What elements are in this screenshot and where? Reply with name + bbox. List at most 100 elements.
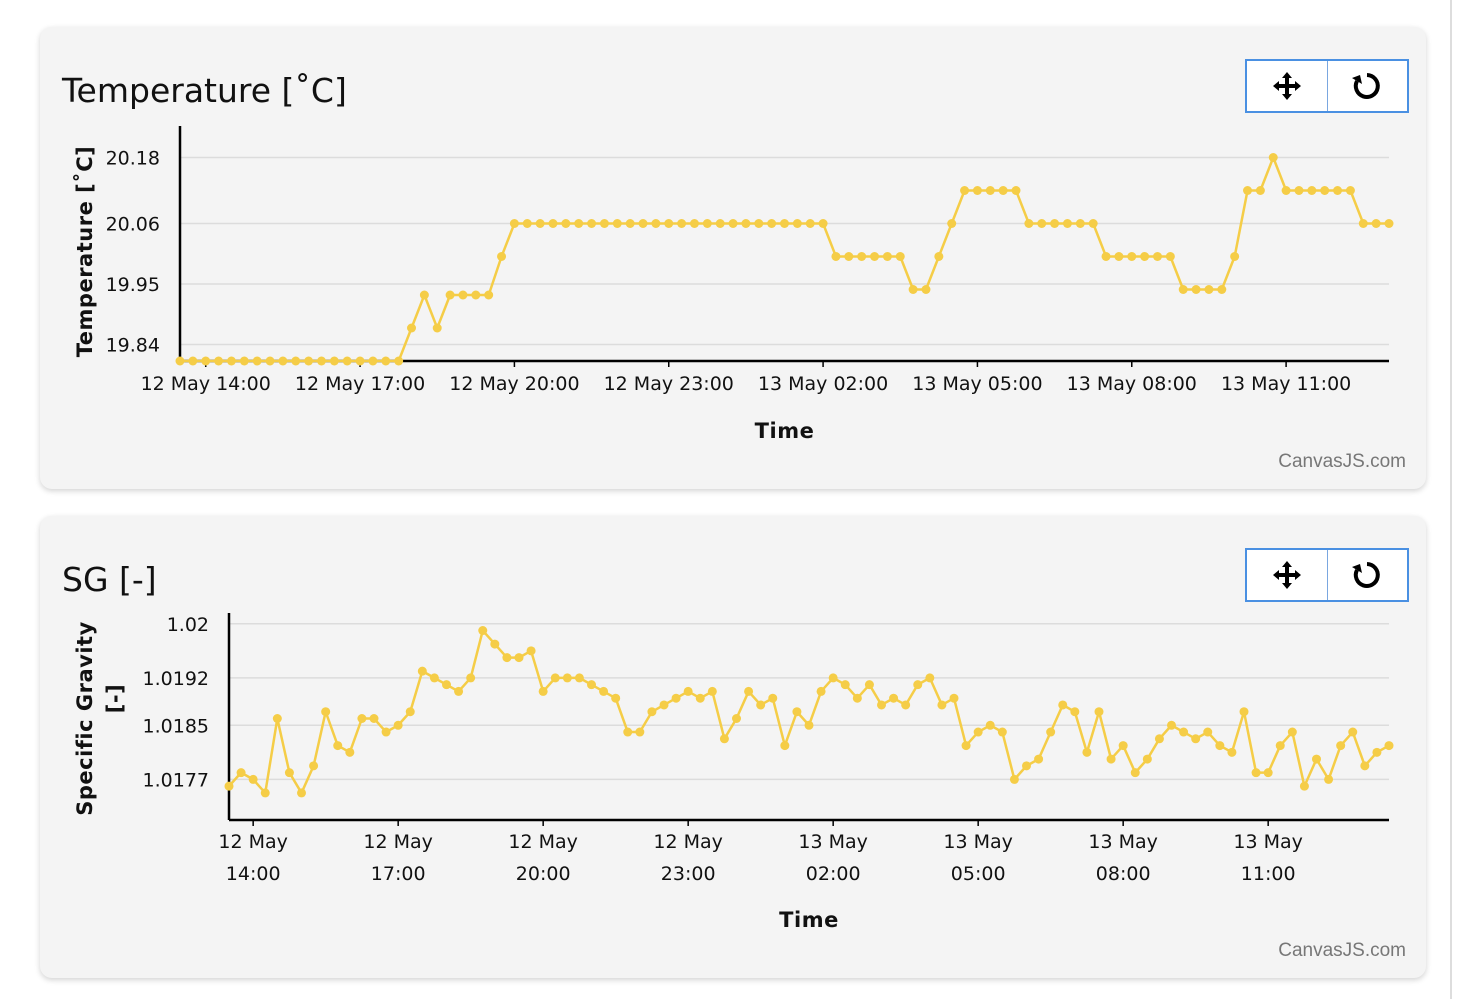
data-point xyxy=(1058,700,1068,710)
x-tick-label: 12 May 17:00 xyxy=(295,373,425,395)
data-point xyxy=(635,727,645,737)
x-tick-label: 12 May xyxy=(653,831,723,853)
data-point xyxy=(1046,727,1056,737)
data-point xyxy=(1022,761,1031,771)
data-point xyxy=(805,219,815,228)
reset-button[interactable] xyxy=(1326,550,1408,600)
data-point xyxy=(497,252,507,261)
data-point xyxy=(1358,219,1368,228)
data-point xyxy=(1106,754,1116,764)
y-tick-label: 20.18 xyxy=(106,148,160,170)
x-tick-label: 13 May 02:00 xyxy=(758,373,888,395)
data-point xyxy=(1130,768,1140,778)
data-point xyxy=(509,219,519,228)
x-axis-title: Time xyxy=(779,908,839,932)
data-point xyxy=(1011,186,1021,195)
data-point xyxy=(1299,781,1309,791)
data-point xyxy=(587,219,597,228)
data-point xyxy=(768,693,778,703)
data-point xyxy=(342,356,352,366)
data-point xyxy=(1251,768,1261,778)
data-point xyxy=(1140,252,1150,261)
data-point xyxy=(405,707,415,717)
data-point xyxy=(1348,727,1358,737)
data-point xyxy=(329,356,339,366)
data-point xyxy=(1275,741,1285,751)
data-point xyxy=(1372,747,1382,757)
data-point xyxy=(1312,754,1321,764)
data-point xyxy=(1371,219,1381,228)
pan-button[interactable] xyxy=(1247,61,1327,111)
x-axis-title: Time xyxy=(755,419,815,443)
reset-icon xyxy=(1352,562,1381,588)
data-point xyxy=(828,673,838,683)
data-point xyxy=(574,219,584,228)
x-tick-label: 20:00 xyxy=(516,863,571,885)
data-point xyxy=(471,290,481,300)
data-point xyxy=(562,673,572,683)
y-tick-label: 1.02 xyxy=(167,614,209,636)
data-point xyxy=(1082,747,1092,757)
data-point xyxy=(321,707,331,717)
x-tick-label: 13 May 08:00 xyxy=(1067,373,1197,395)
data-point xyxy=(913,680,923,690)
data-point xyxy=(429,673,439,683)
data-point xyxy=(248,774,258,784)
data-point xyxy=(1268,153,1278,162)
data-point xyxy=(816,686,826,696)
data-point xyxy=(1070,707,1080,717)
x-tick-label: 12 May 14:00 xyxy=(141,373,271,395)
data-point xyxy=(767,219,777,228)
move-icon xyxy=(1272,561,1301,589)
data-point xyxy=(548,219,558,228)
x-tick-label: 12 May 23:00 xyxy=(604,373,734,395)
data-point xyxy=(309,761,319,771)
reset-button[interactable] xyxy=(1326,61,1408,111)
data-point xyxy=(393,720,403,730)
data-point xyxy=(514,653,524,663)
x-tick-label: 12 May 20:00 xyxy=(449,373,579,395)
data-point xyxy=(1360,761,1370,771)
data-point xyxy=(419,290,429,300)
data-point xyxy=(1217,285,1227,294)
canvasjs-credit-link[interactable]: CanvasJS.com xyxy=(1278,940,1406,961)
x-tick-label: 13 May xyxy=(943,831,1013,853)
data-point xyxy=(677,219,687,228)
data-point xyxy=(1281,186,1291,195)
data-point xyxy=(432,323,442,333)
x-tick-label: 05:00 xyxy=(951,863,1006,885)
data-point xyxy=(719,734,729,744)
pan-button[interactable] xyxy=(1247,550,1327,600)
data-point xyxy=(502,653,512,663)
data-point xyxy=(921,285,931,294)
page-scrollbar[interactable] xyxy=(1450,0,1452,999)
data-point xyxy=(599,219,609,228)
data-point xyxy=(587,680,596,690)
data-point xyxy=(985,186,995,195)
data-point xyxy=(1024,219,1034,228)
data-point xyxy=(973,727,983,737)
data-point xyxy=(478,626,488,636)
data-point xyxy=(291,356,301,366)
data-point xyxy=(792,707,802,717)
x-tick-label: 17:00 xyxy=(371,863,426,885)
data-point xyxy=(1345,186,1355,195)
data-point xyxy=(1101,252,1111,261)
data-point xyxy=(260,788,270,798)
data-point xyxy=(870,252,880,261)
data-point xyxy=(252,356,262,366)
data-point xyxy=(381,356,391,366)
y-tick-label: 20.06 xyxy=(106,214,160,236)
data-point xyxy=(417,666,427,676)
data-point xyxy=(284,768,294,778)
data-point xyxy=(484,290,494,300)
data-point xyxy=(599,686,609,696)
data-point xyxy=(844,252,854,261)
x-tick-label: 12 May xyxy=(508,831,578,853)
data-point xyxy=(1165,252,1175,261)
data-point xyxy=(960,186,970,195)
data-point xyxy=(357,714,367,723)
data-point xyxy=(1324,774,1334,784)
canvasjs-credit-link[interactable]: CanvasJS.com xyxy=(1278,451,1406,472)
